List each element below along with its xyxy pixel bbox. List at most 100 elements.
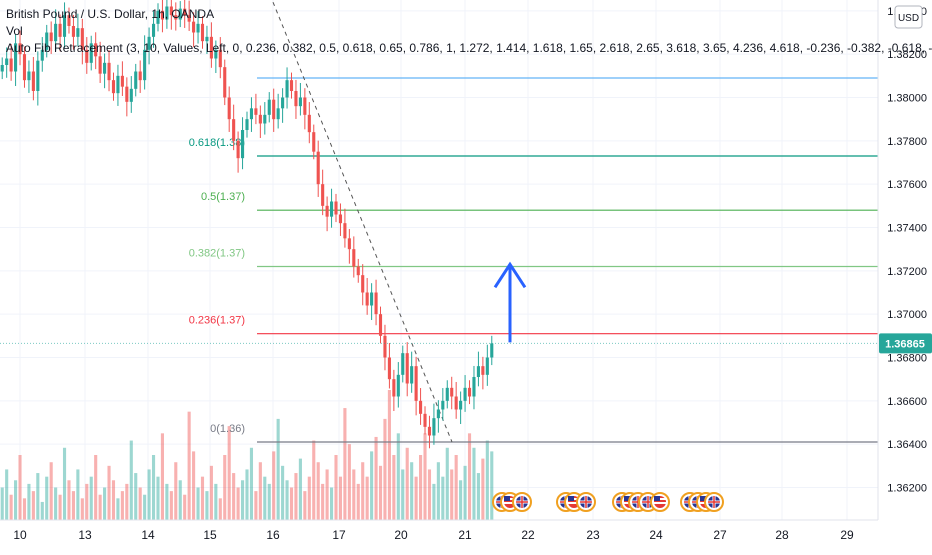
candle-body (396, 374, 400, 397)
candle-body (485, 357, 489, 375)
volume-bar (445, 447, 449, 520)
volume-bar (160, 433, 164, 520)
volume-bar (276, 418, 280, 520)
candle-body (321, 184, 325, 206)
candle-body (183, 8, 187, 16)
grid (0, 0, 878, 520)
volume-bar (432, 483, 436, 520)
candle-body (111, 80, 116, 94)
candle-body (14, 43, 18, 72)
flag-canton (654, 496, 660, 501)
volume-bar (414, 476, 418, 520)
candle-body (392, 379, 396, 397)
volume-bar (467, 433, 472, 520)
candle-body (476, 366, 480, 377)
volume-bar (138, 487, 142, 520)
flag-canton (624, 496, 630, 501)
candle-body (254, 108, 258, 115)
currency-badge[interactable]: USD (894, 5, 923, 29)
volume-bar (62, 447, 67, 520)
fib-indicator-label[interactable]: Auto Fib Retracement (3, 10, Values, Lef… (6, 41, 932, 55)
price-tick-label: 1.37000 (887, 309, 927, 321)
candle-body (9, 58, 13, 72)
price-axis[interactable] (878, 0, 932, 520)
volume-bar (272, 451, 276, 520)
candle-body (178, 8, 182, 20)
candle-body (281, 97, 285, 109)
volume-bar (410, 462, 414, 520)
candle-body (151, 23, 156, 37)
candle-body (36, 60, 40, 91)
time-tick-label: 27 (713, 528, 727, 542)
volume-bar (232, 473, 236, 520)
candle-body (370, 292, 374, 306)
candle-body (334, 201, 338, 215)
candle-body (71, 26, 75, 37)
volume-bar (125, 483, 129, 520)
candle-body (45, 32, 49, 50)
volume-bar (405, 447, 409, 520)
volume-bar (347, 444, 351, 520)
candle-body (347, 238, 351, 250)
volume-bar (9, 494, 13, 520)
volume-bar (192, 451, 196, 520)
candle-body (174, 15, 178, 20)
price-tick-label: 1.36400 (887, 439, 927, 451)
candle-body (192, 21, 196, 33)
volume-bar (147, 469, 151, 520)
volume-bar (205, 491, 209, 520)
candle-body (58, 23, 62, 37)
candle-body (116, 75, 120, 94)
candle-body (432, 418, 436, 436)
volume-bar (80, 498, 84, 520)
candle-body (62, 15, 67, 37)
candle-body (49, 32, 53, 42)
time-tick-label: 20 (394, 528, 408, 542)
volume-bar (49, 462, 53, 520)
candle-body (459, 400, 463, 410)
time-axis-labels: 10 13 14 15 16 17 20 21 22 23 24 27 28 29 (13, 528, 854, 542)
symbol-title[interactable]: British Pound / U.S. Dollar, 1h, OANDA (6, 7, 215, 21)
volume-bar (18, 455, 22, 520)
volume-bar (383, 418, 387, 520)
time-tick-label: 29 (840, 528, 854, 542)
volume-bar (338, 476, 343, 520)
volume-bar (316, 462, 320, 520)
volume-bar (441, 476, 445, 520)
flag-stripe (654, 502, 666, 504)
price-tick-label: 1.36800 (887, 353, 927, 365)
volume-bar (5, 469, 9, 520)
price-tick-label: 1.37200 (887, 266, 927, 278)
volume-bar (45, 476, 49, 520)
volume-bar (94, 455, 98, 520)
volume-bar (71, 491, 75, 520)
volume-bar (187, 411, 191, 520)
candle-body (138, 71, 142, 81)
volume-bar (85, 483, 89, 520)
time-axis[interactable] (0, 520, 932, 550)
candle-body (401, 353, 405, 375)
volume-bar (120, 491, 124, 520)
time-tick-label: 16 (266, 528, 280, 542)
price-tick-label: 1.38200 (887, 49, 927, 61)
candle-body (205, 36, 209, 42)
time-tick-label: 21 (458, 528, 472, 542)
volume-indicator-label[interactable]: Vol (6, 24, 23, 38)
time-tick-label: 24 (649, 528, 663, 542)
volume-bar (303, 491, 307, 520)
candle-body (441, 400, 445, 410)
flag-canton (504, 496, 510, 501)
candle-body (31, 71, 35, 91)
fib-level-label: 0.382(1.37) (189, 248, 245, 260)
candle-body (5, 58, 9, 65)
candle-body (80, 28, 84, 50)
candle-body (258, 114, 262, 124)
fib-level-label: 0(1.36) (210, 423, 245, 435)
volume-bar (490, 451, 494, 520)
arrow-head (493, 261, 527, 289)
candle-body (356, 266, 360, 276)
volume-bar (174, 462, 178, 520)
price-tick-label: 1.36600 (887, 396, 927, 408)
candle-body (263, 114, 267, 124)
